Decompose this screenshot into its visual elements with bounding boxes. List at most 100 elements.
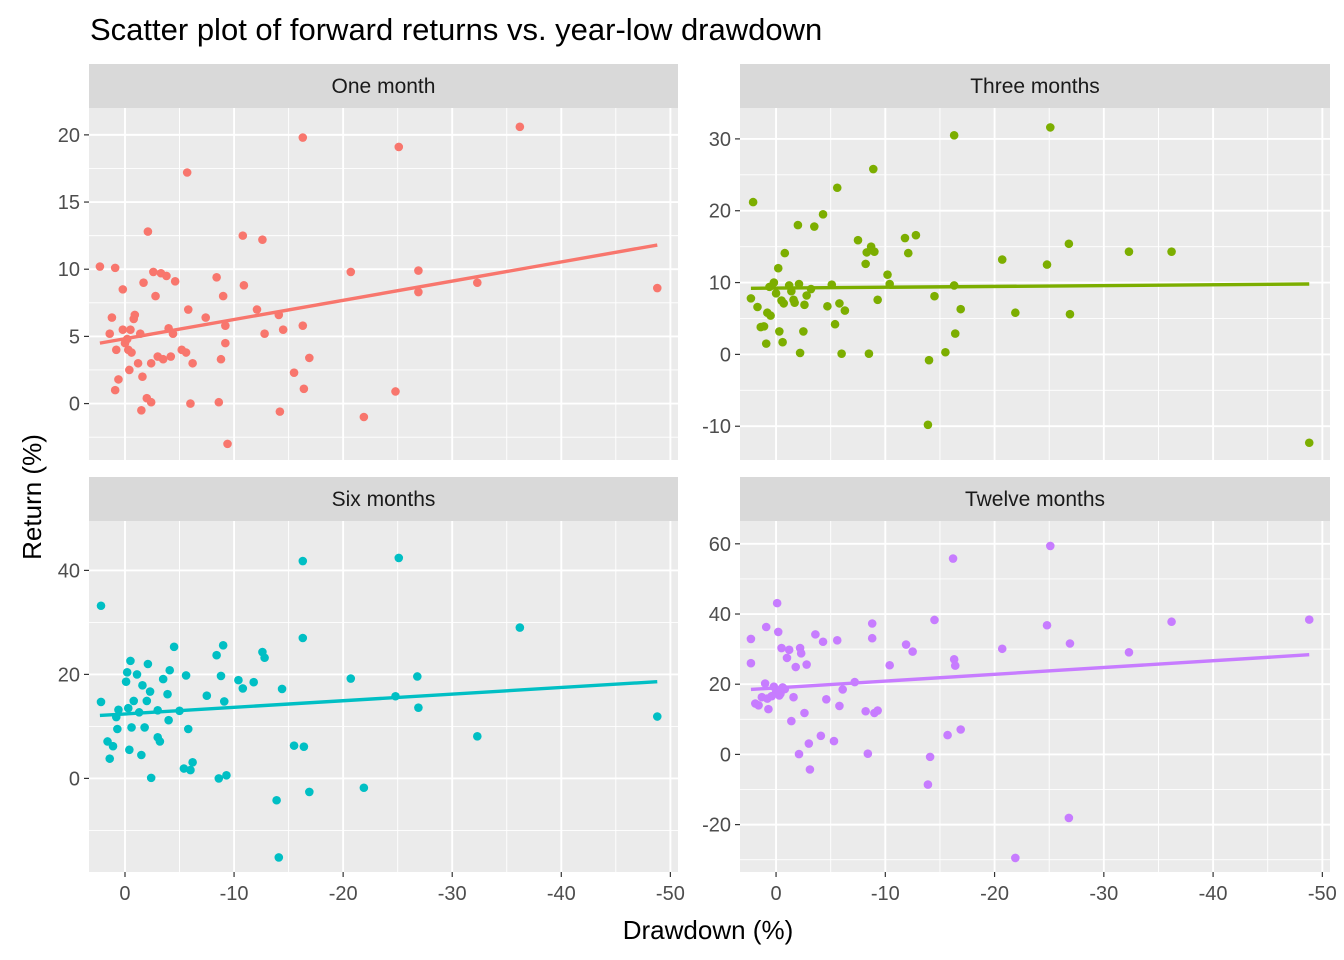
data-point bbox=[1065, 639, 1075, 648]
data-point bbox=[214, 774, 224, 783]
data-point bbox=[764, 704, 773, 714]
y-tick-label: 20 bbox=[709, 674, 731, 696]
data-point bbox=[149, 267, 158, 277]
data-point bbox=[162, 271, 171, 281]
data-point bbox=[413, 672, 422, 681]
data-point bbox=[950, 661, 960, 670]
data-point bbox=[1065, 309, 1075, 319]
data-point bbox=[125, 365, 134, 375]
data-point bbox=[652, 712, 662, 721]
data-point bbox=[867, 619, 877, 628]
data-point bbox=[911, 230, 921, 240]
data-point bbox=[867, 633, 877, 643]
x-tick-label: -40 bbox=[1199, 883, 1228, 905]
data-point bbox=[214, 397, 224, 407]
trend-line bbox=[99, 243, 658, 345]
data-point bbox=[110, 385, 120, 395]
data-point bbox=[805, 765, 815, 774]
data-point bbox=[923, 420, 933, 430]
data-point bbox=[143, 227, 153, 236]
data-point bbox=[146, 773, 156, 783]
facet-strip bbox=[740, 64, 1330, 108]
data-point bbox=[95, 262, 105, 271]
data-point bbox=[1042, 620, 1052, 630]
data-point bbox=[873, 706, 882, 715]
data-point bbox=[221, 321, 230, 330]
y-tick-label: 40 bbox=[58, 560, 80, 582]
data-point bbox=[108, 741, 118, 751]
data-point bbox=[1167, 247, 1176, 256]
data-point bbox=[121, 677, 131, 686]
data-point bbox=[151, 291, 160, 301]
data-point bbox=[127, 348, 136, 357]
facet-panel: Twelve months -20 0 20 40 60 0 -10 -20 -30 -40 -50 bbox=[702, 477, 1337, 905]
data-point bbox=[305, 787, 314, 797]
data-point bbox=[414, 287, 423, 297]
x-tick-label: -40 bbox=[547, 883, 576, 905]
data-point bbox=[298, 321, 308, 330]
data-point bbox=[832, 183, 842, 193]
data-point bbox=[1064, 813, 1074, 823]
data-point bbox=[169, 642, 179, 652]
data-point bbox=[143, 659, 153, 669]
facet-strip bbox=[89, 477, 678, 521]
data-point bbox=[853, 235, 863, 245]
data-point bbox=[212, 272, 221, 282]
data-point bbox=[822, 695, 831, 704]
data-point bbox=[359, 783, 369, 793]
y-tick-label: 10 bbox=[709, 273, 731, 295]
y-tick-label: 0 bbox=[69, 394, 80, 416]
facet-panel: Three months -10 0 10 20 30 bbox=[702, 64, 1330, 460]
data-point bbox=[289, 368, 299, 377]
data-point bbox=[137, 750, 146, 760]
y-tick-label: 60 bbox=[709, 534, 731, 556]
data-point bbox=[772, 598, 782, 608]
data-point bbox=[277, 684, 287, 694]
data-point bbox=[216, 671, 226, 681]
facet-panels: One month 0 5 10 15 20 Three months -10 0 10 20 30 S… bbox=[58, 64, 1337, 905]
data-point bbox=[746, 658, 756, 668]
data-point bbox=[870, 247, 879, 256]
data-point bbox=[299, 742, 309, 751]
data-point bbox=[170, 277, 180, 286]
data-point bbox=[299, 384, 309, 394]
data-point bbox=[238, 684, 248, 693]
y-tick-label: 20 bbox=[709, 201, 731, 223]
data-point bbox=[799, 327, 808, 336]
data-point bbox=[158, 674, 168, 684]
y-tick-label: 20 bbox=[58, 125, 80, 147]
data-point bbox=[941, 347, 950, 357]
data-point bbox=[930, 615, 939, 625]
data-point bbox=[873, 295, 882, 305]
data-point bbox=[234, 675, 243, 685]
data-point bbox=[96, 697, 106, 707]
y-tick-label: 10 bbox=[58, 259, 80, 281]
data-point bbox=[925, 752, 935, 762]
x-tick-label: -50 bbox=[656, 883, 685, 905]
data-point bbox=[1124, 647, 1134, 657]
data-point bbox=[1011, 853, 1020, 863]
data-point bbox=[652, 283, 662, 293]
data-point bbox=[761, 622, 771, 632]
x-tick-label: -20 bbox=[329, 883, 358, 905]
data-point bbox=[883, 270, 892, 279]
chart-title: Scatter plot of forward returns vs. year… bbox=[90, 12, 822, 47]
trend-line bbox=[99, 679, 658, 718]
data-point bbox=[182, 168, 192, 177]
data-point bbox=[1167, 617, 1176, 627]
y-tick-label: 40 bbox=[709, 604, 731, 626]
data-point bbox=[278, 325, 288, 334]
data-point bbox=[784, 645, 794, 655]
data-point bbox=[802, 660, 811, 669]
data-point bbox=[179, 764, 189, 773]
data-point bbox=[908, 647, 917, 656]
data-point bbox=[114, 375, 123, 384]
data-point bbox=[394, 142, 404, 152]
data-point bbox=[260, 653, 269, 663]
x-axis-title: Drawdown (%) bbox=[623, 915, 794, 945]
data-point bbox=[794, 279, 804, 289]
data-point bbox=[766, 311, 775, 320]
data-point bbox=[165, 665, 175, 675]
data-point bbox=[186, 399, 195, 408]
facet-strip-label: One month bbox=[332, 75, 436, 98]
